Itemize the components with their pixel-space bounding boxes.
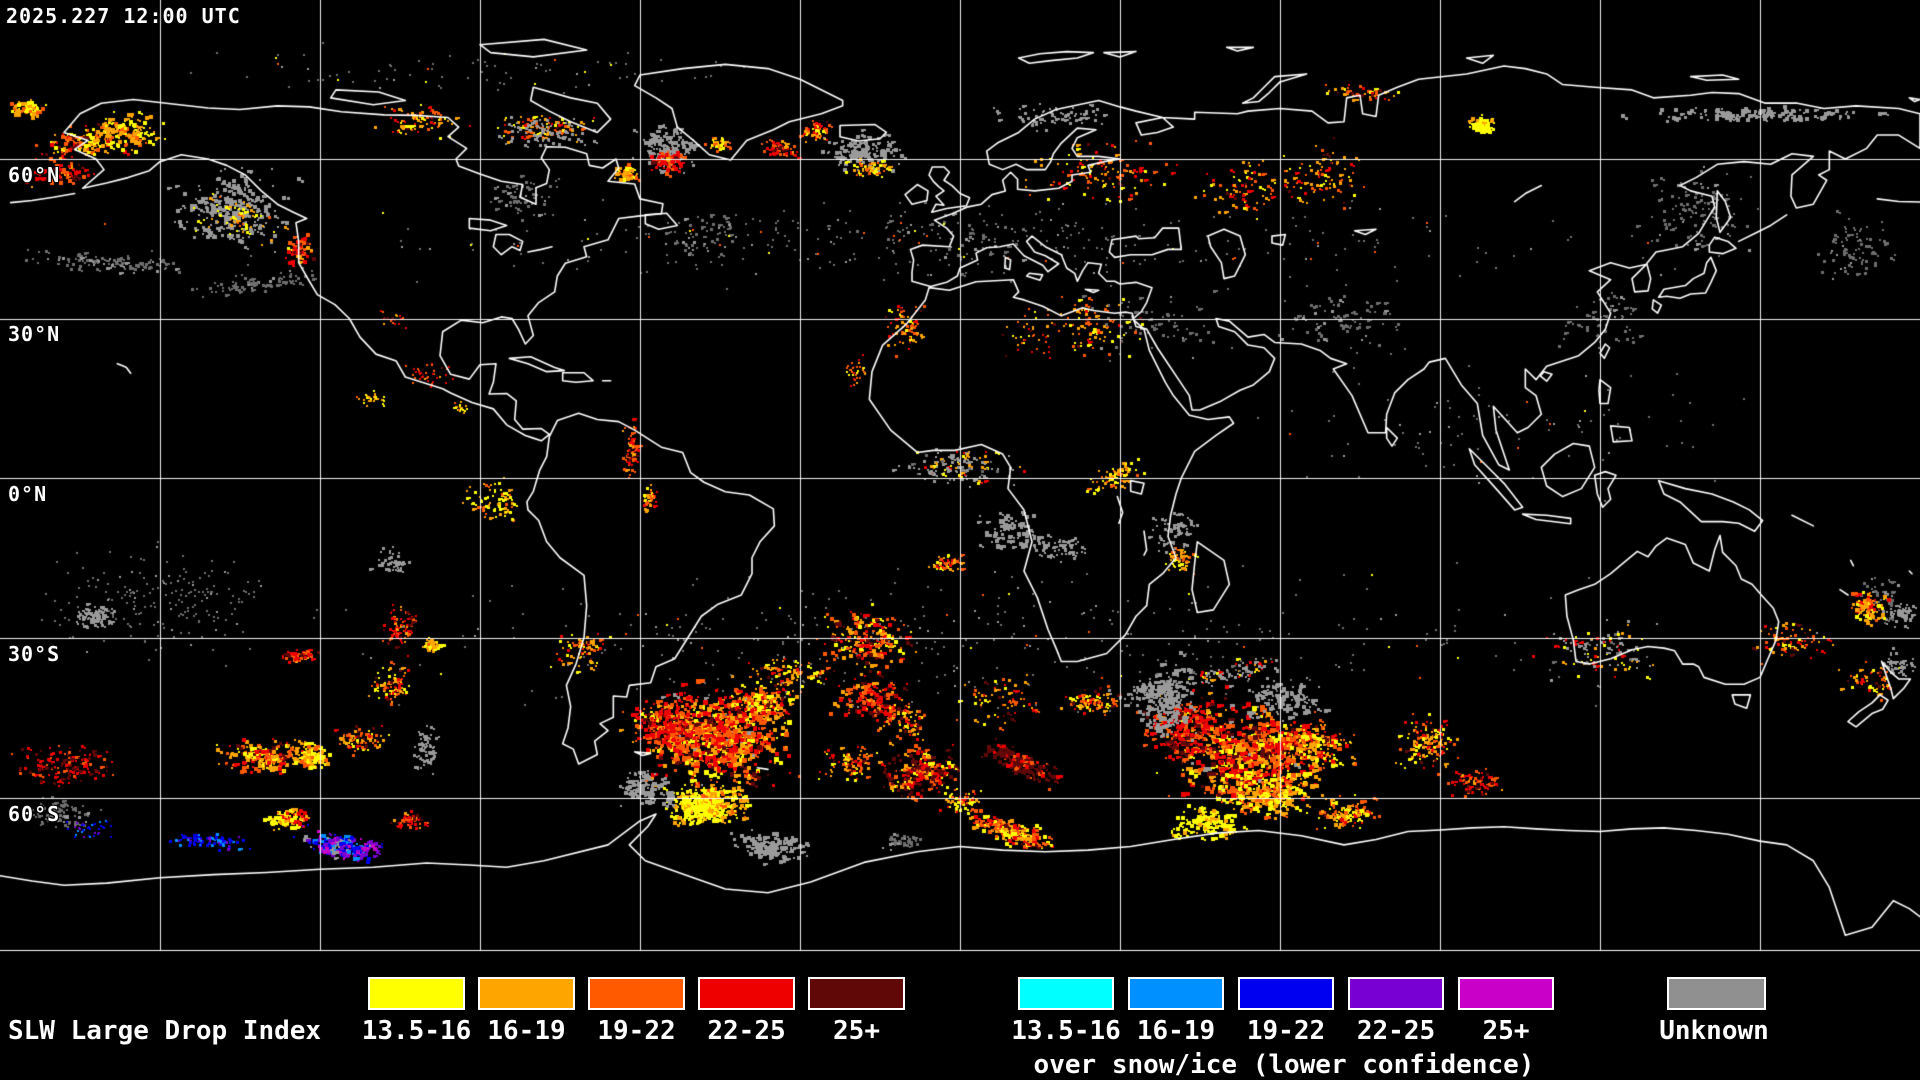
timestamp: 2025.227 12:00 UTC — [6, 4, 241, 28]
legend-label-warm-16-19: 16-19 — [487, 1016, 566, 1046]
legend-label-snowice-19-22: 19-22 — [1246, 1016, 1326, 1046]
legend-swatch-snowice-19-22 — [1238, 977, 1334, 1010]
legend-label-warm-19-22: 19-22 — [597, 1016, 676, 1046]
legend-label-warm-13.5-16: 13.5-16 — [361, 1016, 472, 1046]
legend-label-snowice-25+: 25+ — [1482, 1016, 1530, 1046]
legend-snow-ice-note: over snow/ice (lower confidence) — [1033, 1050, 1535, 1080]
lat-label-30N: 30°N — [8, 322, 61, 346]
lat-label-60N: 60°N — [8, 163, 61, 187]
legend-label-warm-22-25: 22-25 — [707, 1016, 786, 1046]
legend-swatch-snowice-25+ — [1458, 977, 1554, 1010]
legend-swatch-warm-25+ — [808, 977, 905, 1010]
legend-swatch-snowice-16-19 — [1128, 977, 1224, 1010]
legend-label-snowice-13.5-16: 13.5-16 — [1011, 1016, 1121, 1046]
legend-swatch-snowice-13.5-16 — [1018, 977, 1114, 1010]
lat-label-0N: 0°N — [8, 482, 48, 506]
legend-swatch-snowice-22-25 — [1348, 977, 1444, 1010]
legend-title: SLW Large Drop Index — [8, 1016, 322, 1046]
legend-swatch-warm-22-25 — [698, 977, 795, 1010]
lat-label-30S: 30°S — [8, 642, 61, 666]
legend-label-snowice-16-19: 16-19 — [1136, 1016, 1216, 1046]
legend-swatch-unknown — [1667, 977, 1766, 1010]
lat-label-60S: 60°S — [8, 802, 61, 826]
legend-label-unknown: Unknown — [1659, 1016, 1769, 1046]
legend-label-warm-25+: 25+ — [833, 1016, 880, 1046]
legend-swatch-warm-13.5-16 — [368, 977, 465, 1010]
legend-swatch-warm-16-19 — [478, 977, 575, 1010]
legend-swatch-warm-19-22 — [588, 977, 685, 1010]
legend-label-snowice-22-25: 22-25 — [1356, 1016, 1436, 1046]
